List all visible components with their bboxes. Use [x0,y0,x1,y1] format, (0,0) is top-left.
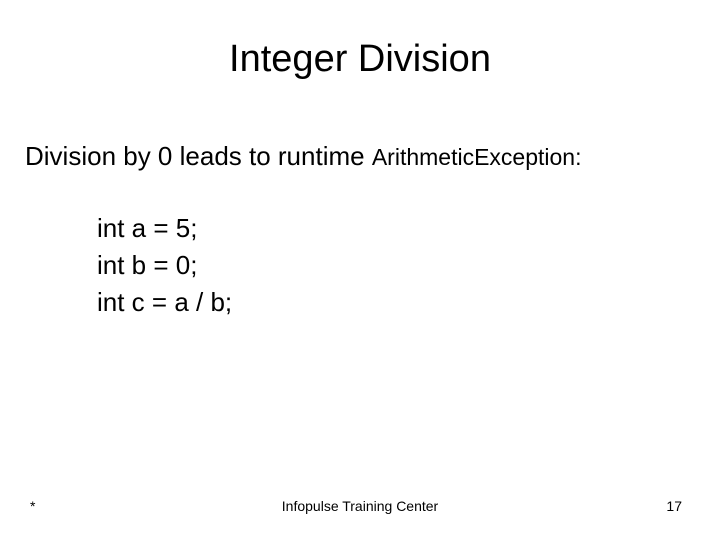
footer-page-number: 17 [666,498,682,514]
exception-name: ArithmeticException: [372,144,582,170]
intro-prefix: Division by 0 leads to runtime [25,141,372,171]
code-line-2: int b = 0; [97,247,695,284]
footer-org: Infopulse Training Center [0,498,720,514]
code-block: int a = 5; int b = 0; int c = a / b; [25,210,695,321]
slide-footer: * Infopulse Training Center 17 [0,498,720,518]
slide: Integer Division Division by 0 leads to … [0,0,720,540]
slide-intro: Division by 0 leads to runtime Arithmeti… [25,139,695,174]
slide-title: Integer Division [25,38,695,81]
code-line-3: int c = a / b; [97,284,695,321]
code-line-1: int a = 5; [97,210,695,247]
